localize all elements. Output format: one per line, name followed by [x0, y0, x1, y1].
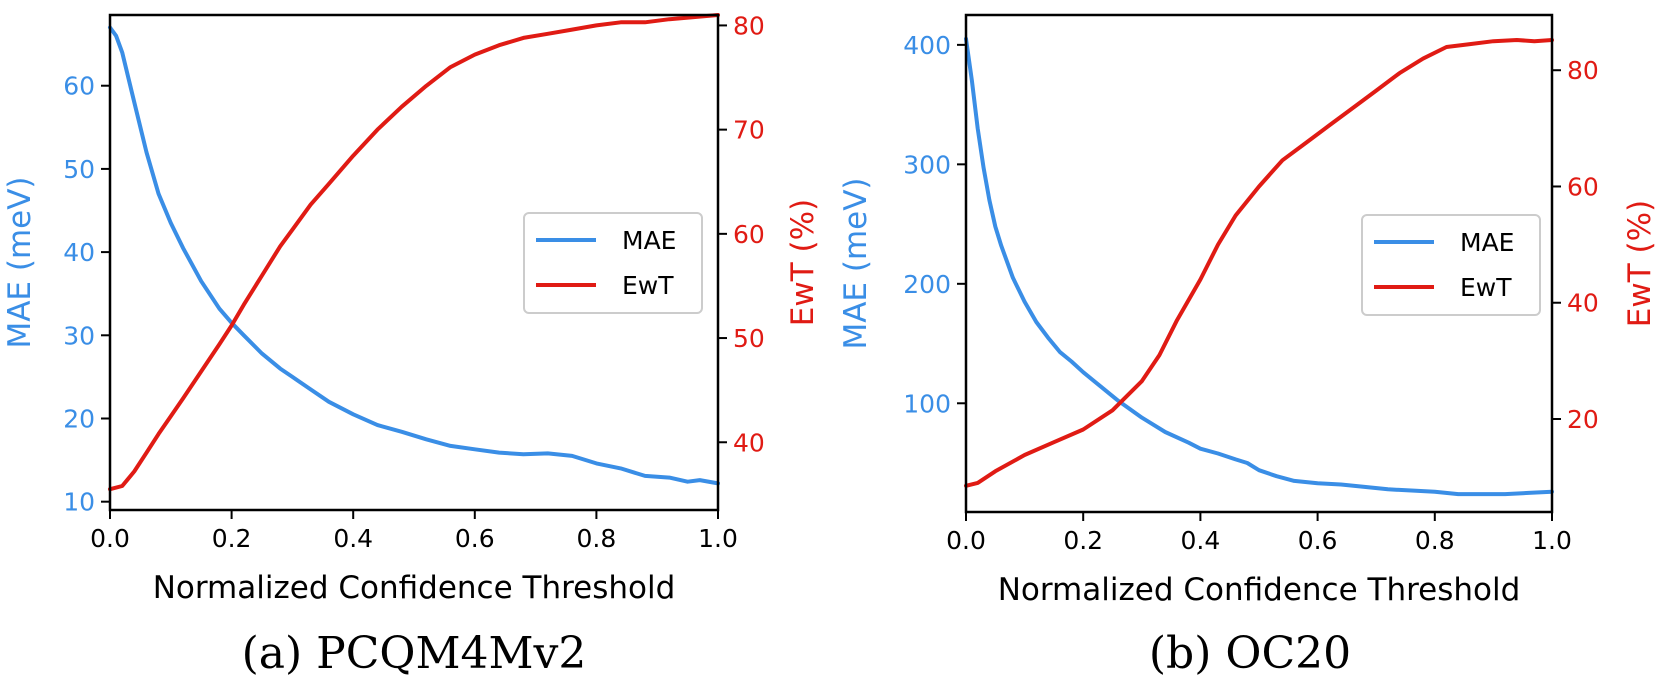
y-right-tick-label: 70	[733, 116, 765, 145]
series-line-ewt	[964, 38, 1554, 488]
y-right-tick-label: 20	[1567, 405, 1599, 434]
chart-caption: (b) OC20	[1149, 628, 1351, 679]
y-right-axis-label: EwT (%)	[785, 199, 821, 326]
y-right-tick-label: 80	[733, 11, 765, 40]
x-tick-label: 0.0	[946, 526, 986, 555]
x-tick-label: 1.0	[698, 524, 738, 553]
y-left-tick-label: 50	[63, 155, 95, 184]
y-left-tick-label: 10	[63, 488, 95, 517]
y-left-tick-label: 200	[903, 270, 951, 299]
x-tick-label: 1.0	[1532, 526, 1572, 555]
x-axis-label: Normalized Confidence Threshold	[998, 572, 1521, 608]
y-right-tick-label: 50	[733, 324, 765, 353]
y-right-tick-label: 40	[733, 428, 765, 457]
x-tick-label: 0.2	[1063, 526, 1103, 555]
chart-caption: (a) PCQM4Mv2	[242, 628, 587, 679]
y-left-tick-label: 100	[903, 389, 951, 418]
legend: MAE EwT	[523, 212, 703, 314]
x-tick-label: 0.4	[333, 524, 373, 553]
chart-panel-b: 0.0 0.2 0.4 0.6 0.8 1.0 100 200 300 400 20 40 60 80 MA…	[838, 13, 1658, 679]
legend-label-ewt: EwT	[622, 271, 674, 300]
y-right-axis-label: EwT (%)	[1622, 200, 1658, 327]
series-line-mae	[108, 25, 720, 486]
y-right-tick-label: 40	[1567, 289, 1599, 318]
y-left-axis-label: MAE (meV)	[2, 176, 38, 348]
series-line-mae	[964, 36, 1554, 497]
x-tick-label: 0.6	[455, 524, 495, 553]
axes-frame	[108, 13, 720, 512]
y-left-tick-label: 300	[903, 150, 951, 179]
x-tick-label: 0.8	[577, 524, 617, 553]
y-left-tick-label: 400	[903, 31, 951, 60]
x-tick-label: 0.6	[1298, 526, 1338, 555]
legend-label-mae: MAE	[1460, 228, 1514, 257]
axes-frame	[964, 13, 1554, 514]
chart-panel-a: 0.0 0.2 0.4 0.6 0.8 1.0 10 20 30 40 50 60 40 50 60 70 80…	[2, 11, 821, 679]
y-left-tick-label: 30	[63, 321, 95, 350]
legend-label-mae: MAE	[622, 226, 676, 255]
y-right-tick-label: 80	[1567, 56, 1599, 85]
series-line-ewt	[108, 13, 720, 492]
y-right-tick-label: 60	[733, 220, 765, 249]
x-axis-label: Normalized Confidence Threshold	[153, 570, 676, 606]
y-left-tick-label: 60	[63, 72, 95, 101]
legend-label-ewt: EwT	[1460, 273, 1512, 302]
y-left-tick-label: 20	[63, 404, 95, 433]
x-tick-label: 0.8	[1415, 526, 1455, 555]
y-left-tick-label: 40	[63, 238, 95, 267]
y-right-tick-label: 60	[1567, 172, 1599, 201]
legend: MAE EwT	[1361, 214, 1541, 316]
y-left-axis-label: MAE (meV)	[838, 177, 874, 349]
x-tick-label: 0.4	[1181, 526, 1221, 555]
x-tick-label: 0.2	[212, 524, 252, 553]
x-tick-label: 0.0	[90, 524, 130, 553]
